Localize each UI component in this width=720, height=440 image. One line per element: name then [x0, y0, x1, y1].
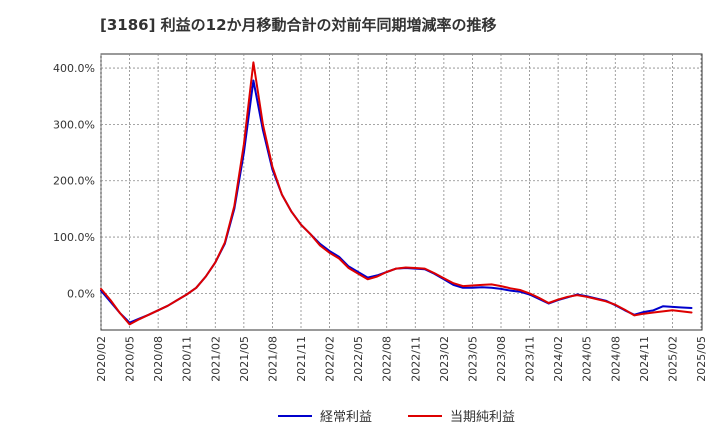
x-tick-label: 2021/02	[209, 336, 222, 382]
y-tick-label: 400.0%	[53, 62, 95, 75]
legend: 経常利益 当期純利益	[278, 410, 515, 425]
x-tick-label: 2024/02	[552, 336, 565, 382]
x-tick-label: 2024/08	[609, 336, 622, 382]
x-tick-label: 2023/02	[438, 336, 451, 382]
y-tick-label: 100.0%	[53, 231, 95, 244]
grid	[100, 54, 702, 330]
y-axis: 0.0% 100.0% 200.0% 300.0% 400.0%	[53, 62, 95, 300]
legend-label: 経常利益	[320, 410, 372, 425]
legend-label: 当期純利益	[450, 410, 515, 425]
chart-title: [3186] 利益の12か月移動合計の対前年同期増減率の推移	[100, 16, 497, 34]
x-tick-label: 2024/05	[581, 336, 594, 382]
x-tick-label: 2020/05	[124, 336, 137, 382]
x-tick-label: 2023/11	[524, 336, 537, 382]
x-tick-label: 2020/11	[181, 336, 194, 382]
series-group	[100, 61, 693, 326]
x-tick-label: 2023/05	[466, 336, 479, 382]
x-tick-label: 2021/05	[238, 336, 251, 382]
y-tick-label: 0.0%	[67, 287, 95, 300]
x-tick-label: 2020/08	[152, 336, 165, 382]
x-tick-label: 2021/11	[295, 336, 308, 382]
x-tick-label: 2022/08	[381, 336, 394, 382]
plot-area	[100, 53, 703, 331]
series-line-net-profit	[100, 61, 693, 326]
x-tick-label: 2025/02	[666, 336, 679, 382]
x-tick-label: 2025/05	[695, 336, 708, 382]
y-tick-label: 300.0%	[53, 118, 95, 131]
x-tick-label: 2022/02	[324, 336, 337, 382]
x-tick-label: 2021/08	[266, 336, 279, 382]
x-tick-label: 2022/05	[352, 336, 365, 382]
x-tick-label: 2024/11	[638, 336, 651, 382]
y-tick-label: 200.0%	[53, 175, 95, 188]
x-axis: 2020/02 2020/05 2020/08 2020/11 2021/02 2021/…	[95, 336, 708, 382]
x-tick-label: 2022/11	[409, 336, 422, 382]
x-tick-label: 2020/02	[95, 336, 108, 382]
x-tick-label: 2023/08	[495, 336, 508, 382]
